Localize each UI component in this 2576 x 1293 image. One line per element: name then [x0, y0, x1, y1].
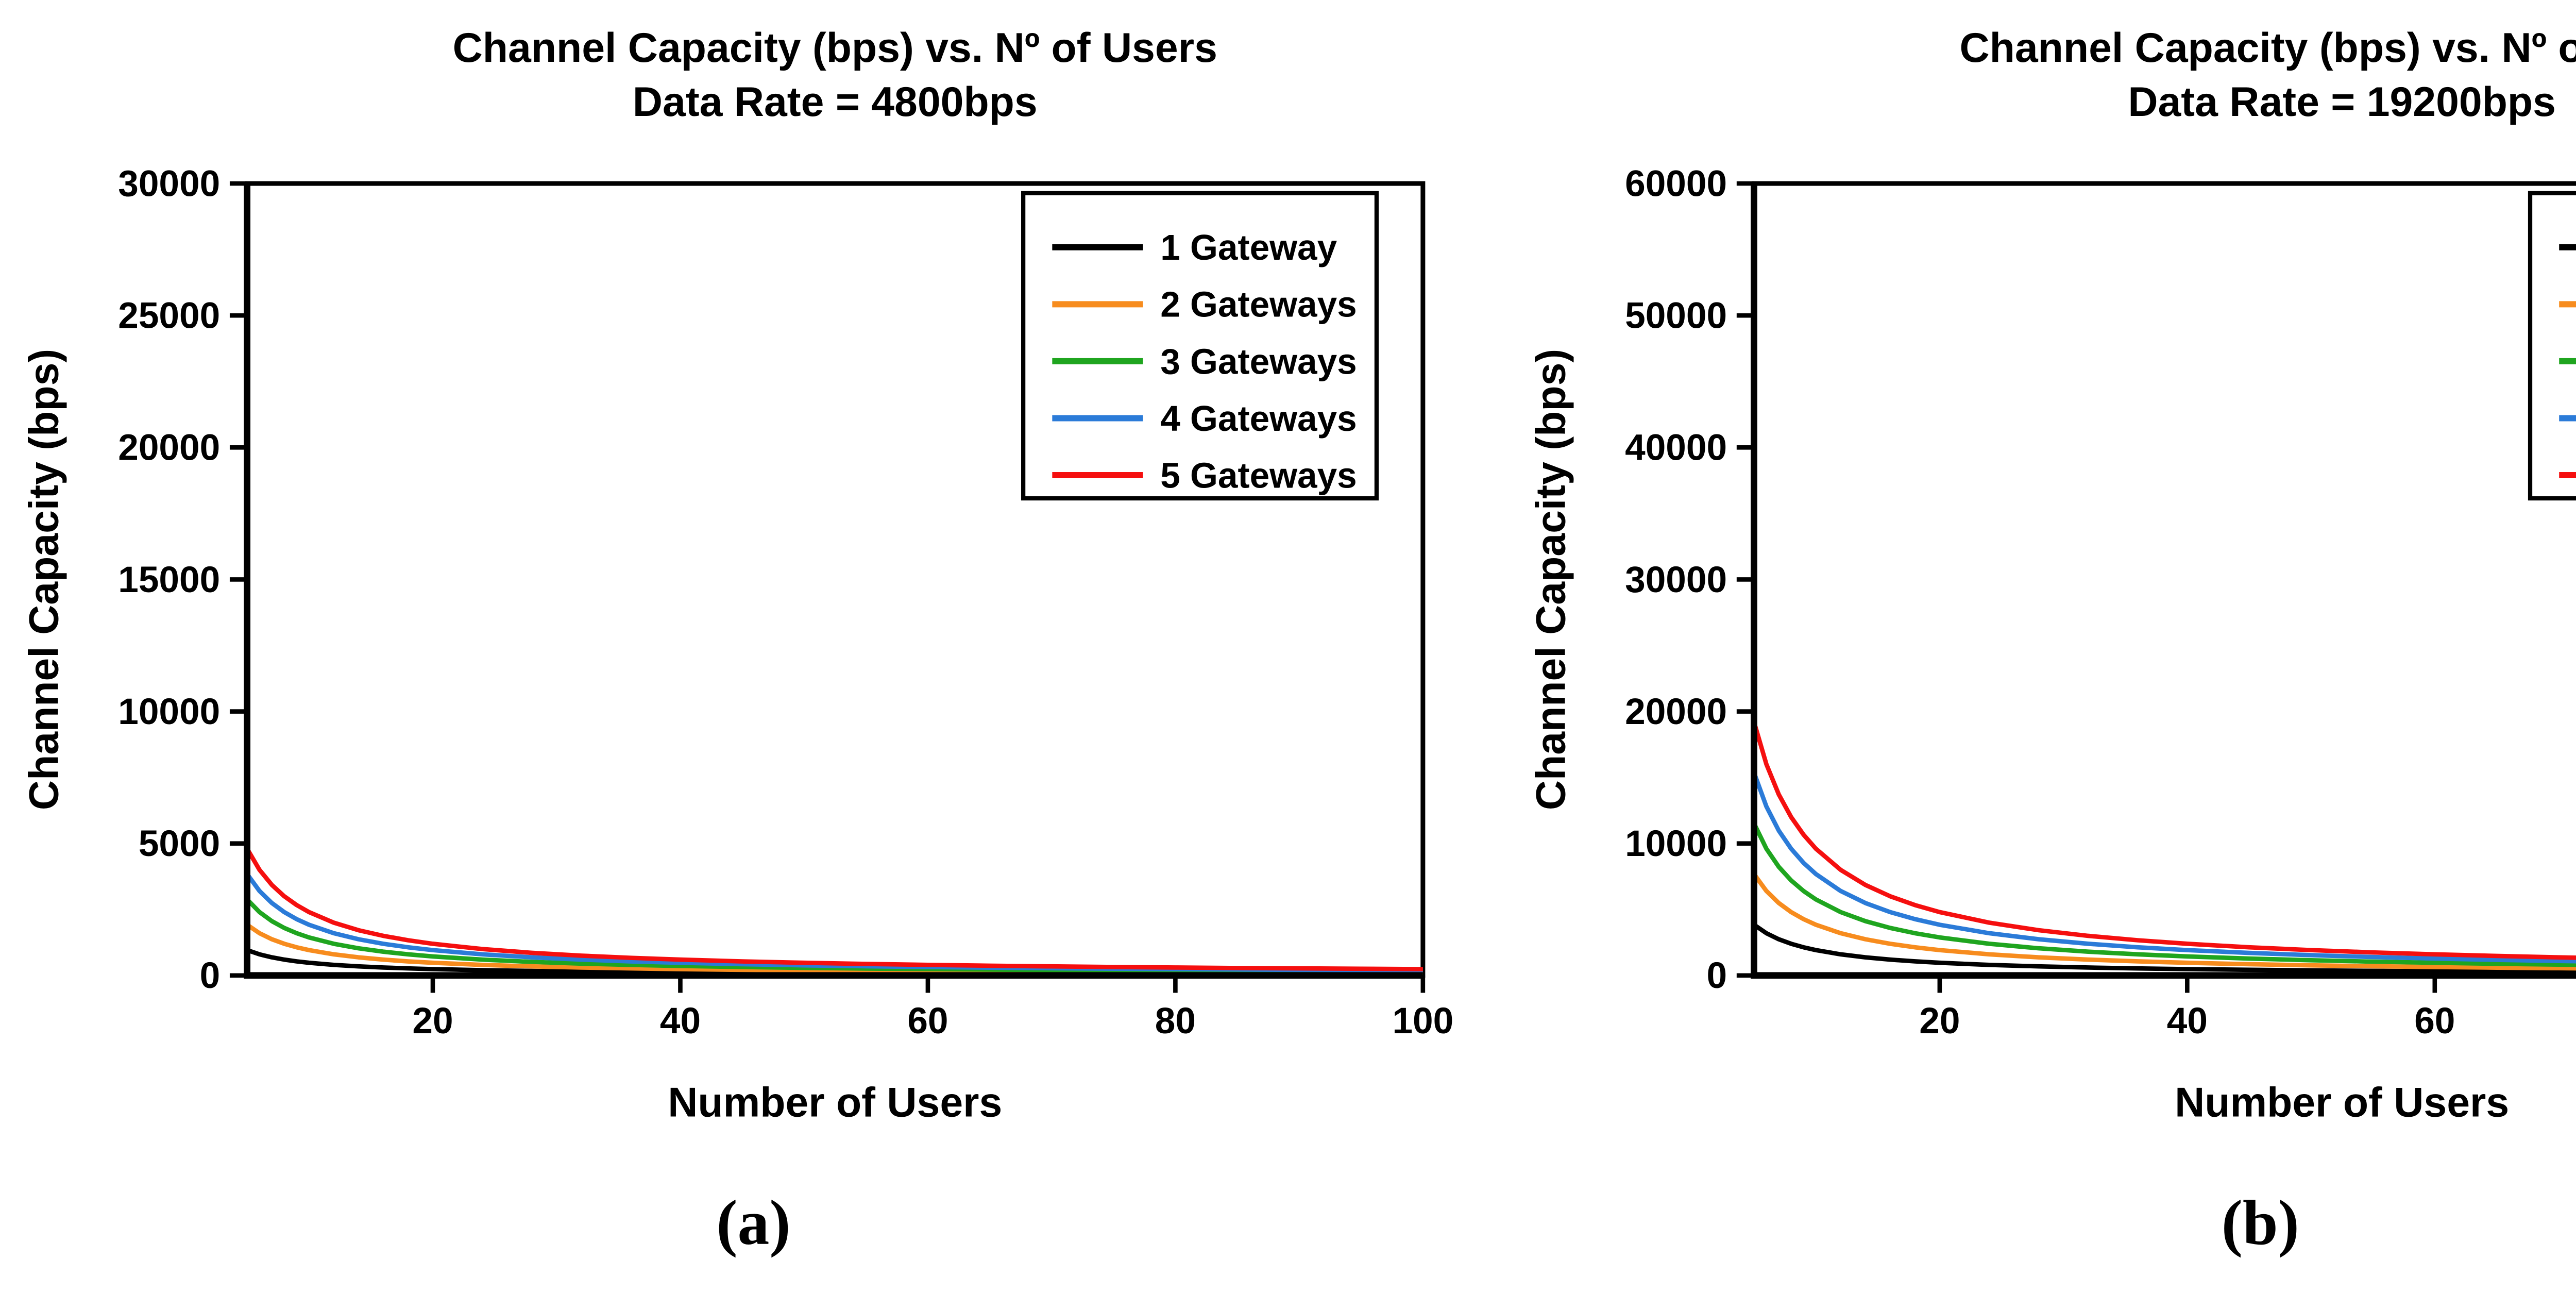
chart-panel-b [1736, 181, 2576, 993]
y-tick-label: 15000 [118, 560, 220, 600]
panel-caption: (a) [716, 1187, 790, 1258]
legend-label: 5 Gateways [1160, 455, 1357, 495]
y-tick-label: 25000 [118, 296, 220, 337]
series-line-5-gateways [245, 847, 1423, 971]
legend-label: 1 Gateway [1160, 227, 1337, 267]
series-line-3-gateways [1752, 822, 2576, 967]
y-tick-label: 60000 [1625, 163, 1727, 204]
legend-box [1021, 191, 1379, 501]
series-line-1-gateway [1753, 922, 2576, 975]
y-tick-label: 10000 [118, 692, 220, 732]
y-axis-label: Channel Capacity (bps) [1528, 349, 1574, 810]
chart-subtitle: Data Rate = 19200bps [2128, 79, 2556, 125]
y-tick-label: 30000 [1625, 560, 1727, 600]
legend-label: 4 Gateways [1160, 398, 1357, 439]
series-line-4-gateways [1752, 771, 2576, 964]
legend-box [2528, 191, 2576, 501]
chart-title: Channel Capacity (bps) vs. Nº of Users [453, 25, 1217, 71]
y-tick-label: 10000 [1625, 824, 1727, 864]
legend [1021, 191, 1379, 501]
legend-label: 2 Gateways [1160, 284, 1357, 325]
chart-panel-a [229, 181, 1426, 993]
x-axis-label: Number of Users [2175, 1079, 2509, 1126]
x-axis-label: Number of Users [668, 1079, 1002, 1126]
x-tick-label: 60 [2414, 1001, 2455, 1042]
y-tick-label: 5000 [139, 824, 220, 864]
chart-title: Channel Capacity (bps) vs. Nº of Users [1960, 25, 2576, 71]
x-tick-label: 20 [412, 1001, 453, 1042]
y-tick-label: 20000 [1625, 692, 1727, 732]
y-tick-label: 0 [1706, 955, 1727, 996]
legend [2528, 191, 2576, 501]
panel-caption: (b) [2222, 1187, 2299, 1258]
x-tick-label: 40 [2167, 1001, 2208, 1042]
y-tick-label: 0 [200, 955, 221, 996]
y-tick-label: 40000 [1625, 428, 1727, 468]
y-tick-label: 20000 [118, 428, 220, 468]
series-line-2-gateways [1752, 872, 2576, 971]
x-tick-label: 100 [1392, 1001, 1453, 1042]
x-tick-label: 80 [1155, 1001, 1196, 1042]
x-tick-label: 60 [907, 1001, 948, 1042]
y-tick-label: 50000 [1625, 296, 1727, 337]
y-tick-label: 30000 [118, 163, 220, 204]
legend-label: 3 Gateways [1160, 341, 1357, 381]
chart-subtitle: Data Rate = 4800bps [633, 79, 1038, 125]
x-tick-label: 40 [660, 1001, 701, 1042]
series-line-5-gateways [1752, 721, 2576, 960]
y-axis-label: Channel Capacity (bps) [21, 349, 67, 810]
x-tick-label: 20 [1919, 1001, 1960, 1042]
